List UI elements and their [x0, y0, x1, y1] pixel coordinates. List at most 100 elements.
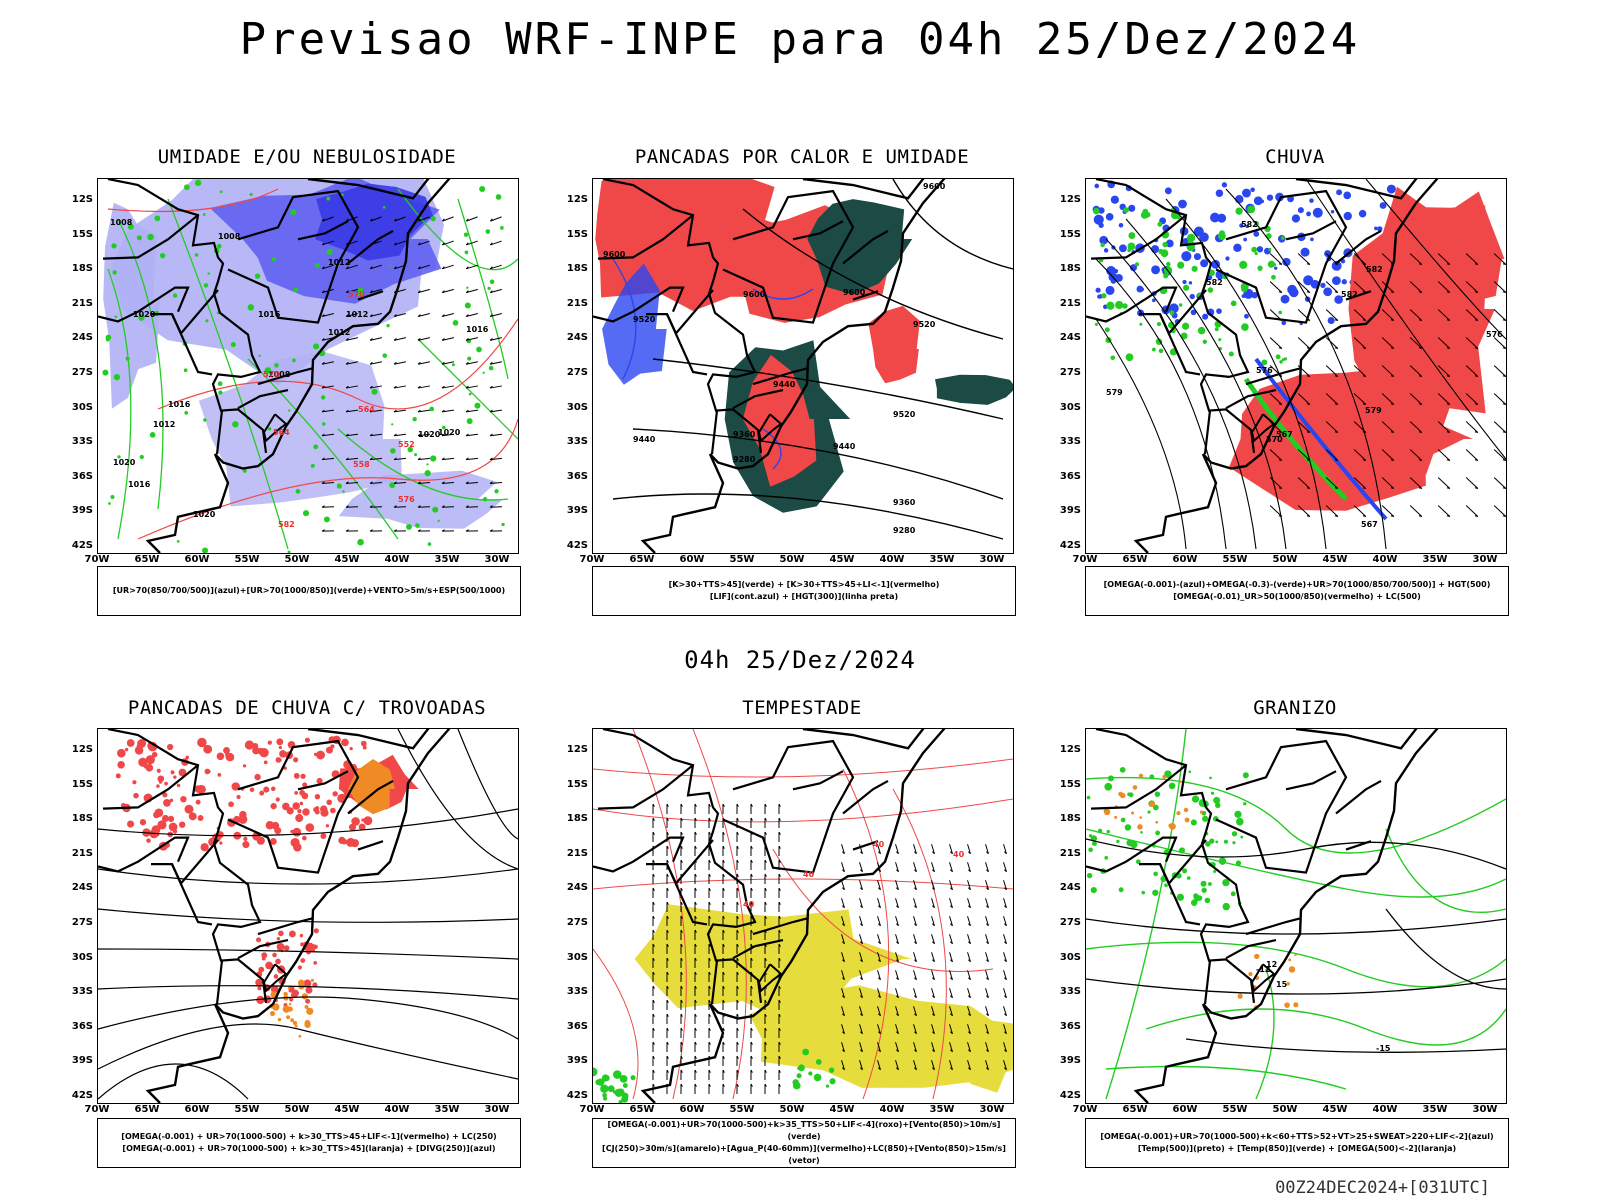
panel-title-tempestade: TEMPESTADE — [742, 697, 862, 719]
lon-tick-label: 35W — [1422, 1104, 1448, 1115]
lon-tick-label: 50W — [779, 554, 805, 565]
lat-tick-label: 36S — [1059, 1020, 1081, 1032]
contour-label: 9520 — [893, 410, 916, 419]
lon-tick-label: 55W — [729, 1104, 755, 1115]
map-chuva: 582 582 582 582 579 576 579 567 570 567 576 — [1085, 178, 1507, 554]
lon-tick-label: 50W — [1272, 554, 1298, 565]
lon-tick-label: 65W — [134, 1104, 160, 1115]
contour-label: -15 — [1376, 1044, 1391, 1053]
lat-tick-label: 36S — [566, 470, 588, 482]
lat-tick-label: 39S — [1059, 1055, 1081, 1067]
lat-tick-label: 30S — [1059, 401, 1081, 413]
lon-tick-label: 45W — [334, 1104, 360, 1115]
lat-tick-label: 39S — [71, 1055, 93, 1067]
lat-tick-label: 36S — [71, 1020, 93, 1032]
contour-label: 1012 — [328, 328, 350, 337]
lon-tick-label: 70W — [84, 1104, 110, 1115]
lat-tick-label: 21S — [71, 297, 93, 309]
contour-label: 1020 — [438, 428, 461, 437]
contour-label: 558 — [353, 460, 370, 469]
contour-label: 576 — [1256, 366, 1273, 375]
lon-tick-label: 40W — [1372, 1104, 1398, 1115]
contour-label: 9440 — [773, 380, 796, 389]
lat-tick-label: 24S — [71, 332, 93, 344]
lon-tick-label: 55W — [1222, 554, 1248, 565]
contour-label: 1020 — [193, 510, 216, 519]
contour-label: 1016 — [128, 480, 151, 489]
legend-line: [K>30+TTS>45](verde) + [K>30+TTS>45+LI<-… — [668, 580, 940, 589]
lon-tick-label: 60W — [184, 554, 210, 565]
lon-tick-label: 40W — [384, 554, 410, 565]
lon-tick-label: 50W — [1272, 1104, 1298, 1115]
legend-line: [OMEGA(-0.001) + UR>70(1000-500) + k>30_… — [122, 1144, 496, 1153]
lat-tick-label: 12S — [71, 194, 93, 205]
lat-tick-label: 33S — [71, 986, 93, 998]
lon-tick-label: 55W — [729, 554, 755, 565]
lat-tick-label: 33S — [1059, 436, 1081, 448]
contour-label: 1012 — [328, 258, 350, 267]
lat-tick-label: 30S — [71, 951, 93, 963]
lat-tick-label: 18S — [71, 263, 93, 275]
contour-label: 579 — [1106, 388, 1123, 397]
contour-label: 582 — [1341, 290, 1358, 299]
lon-tick-label: 30W — [1472, 1104, 1498, 1115]
contour-label: 570 — [263, 370, 280, 379]
lat-tick-label: 27S — [71, 917, 93, 928]
contour-label: 40 — [873, 840, 885, 849]
lat-tick-label: 33S — [566, 986, 588, 998]
legend-line: [Temp(500)](preto) + [Temp(850)](verde) … — [1137, 1144, 1457, 1153]
lon-tick-label: 65W — [134, 554, 160, 565]
lon-tick-label: 50W — [284, 554, 310, 565]
contour-label: 9600 — [743, 290, 766, 299]
lon-tick-label: 65W — [629, 554, 655, 565]
lat-tick-label: 18S — [1059, 263, 1081, 275]
lat-tick-label: 42S — [71, 540, 93, 551]
lat-tick-label: 39S — [71, 505, 93, 517]
forecast-time-subtitle: 04h 25/Dez/2024 — [684, 646, 916, 674]
legend-line: [LIF](cont.azul) + [HGT(300)](linha pret… — [709, 592, 899, 601]
lon-tick-label: 35W — [434, 554, 460, 565]
lon-tick-label: 45W — [1322, 1104, 1348, 1115]
contour-label: 576 — [398, 495, 415, 504]
lon-tick-label: 35W — [1422, 554, 1448, 565]
contour-label: 9600 — [923, 182, 946, 191]
lat-tick-label: 30S — [1059, 951, 1081, 963]
legend-umidade-e-ou-nebulosidade: [UR>70(850/700/500)](azul)+[UR>70(1000/8… — [97, 566, 521, 616]
lon-tick-label: 30W — [484, 554, 510, 565]
lat-tick-label: 12S — [1059, 194, 1081, 205]
lat-tick-label: 33S — [1059, 986, 1081, 998]
lon-tick-label: 45W — [829, 554, 855, 565]
lat-tick-label: 21S — [566, 297, 588, 309]
lat-tick-label: 18S — [566, 813, 588, 825]
legend-line: [OMEGA(-0.01)_UR>50(1000/850)(vermelho) … — [1173, 592, 1421, 601]
contour-label: 582 — [278, 520, 295, 529]
lat-tick-label: 27S — [71, 367, 93, 378]
lat-tick-label: 42S — [1059, 540, 1081, 551]
contour-label: 567 — [1276, 430, 1293, 439]
main-title: Previsao WRF-INPE para 04h 25/Dez/2024 — [239, 14, 1361, 65]
lat-tick-label: 18S — [71, 813, 93, 825]
lat-tick-label: 36S — [71, 470, 93, 482]
lon-tick-label: 50W — [779, 1104, 805, 1115]
lon-tick-label: 60W — [679, 1104, 705, 1115]
legend-pancadas-por-calor-e-umidade: [K>30+TTS>45](verde) + [K>30+TTS>45+LI<-… — [592, 566, 1016, 616]
contour-label: 40 — [803, 870, 815, 879]
lat-tick-label: 30S — [566, 401, 588, 413]
lon-tick-label: 65W — [1122, 554, 1148, 565]
lon-tick-label: 60W — [1172, 1104, 1198, 1115]
lon-tick-label: 30W — [484, 1104, 510, 1115]
lat-tick-label: 24S — [566, 332, 588, 344]
lon-tick-label: 35W — [929, 554, 955, 565]
lon-tick-label: 55W — [1222, 1104, 1248, 1115]
contour-label: 570 — [1266, 435, 1283, 444]
contour-label: 40 — [743, 900, 755, 909]
lat-tick-label: 27S — [1059, 917, 1081, 928]
lon-tick-label: 70W — [579, 554, 605, 565]
lat-tick-label: 21S — [71, 847, 93, 859]
legend-line: [OMEGA(-0.001) + UR>70(1000-500) + k>30_… — [121, 1132, 497, 1141]
contour-label: -12 — [1256, 965, 1270, 974]
lon-tick-label: 35W — [434, 1104, 460, 1115]
contour-label: 9600 — [843, 288, 866, 297]
lat-tick-label: 15S — [71, 228, 93, 240]
panel-title-granizo: GRANIZO — [1253, 697, 1337, 719]
